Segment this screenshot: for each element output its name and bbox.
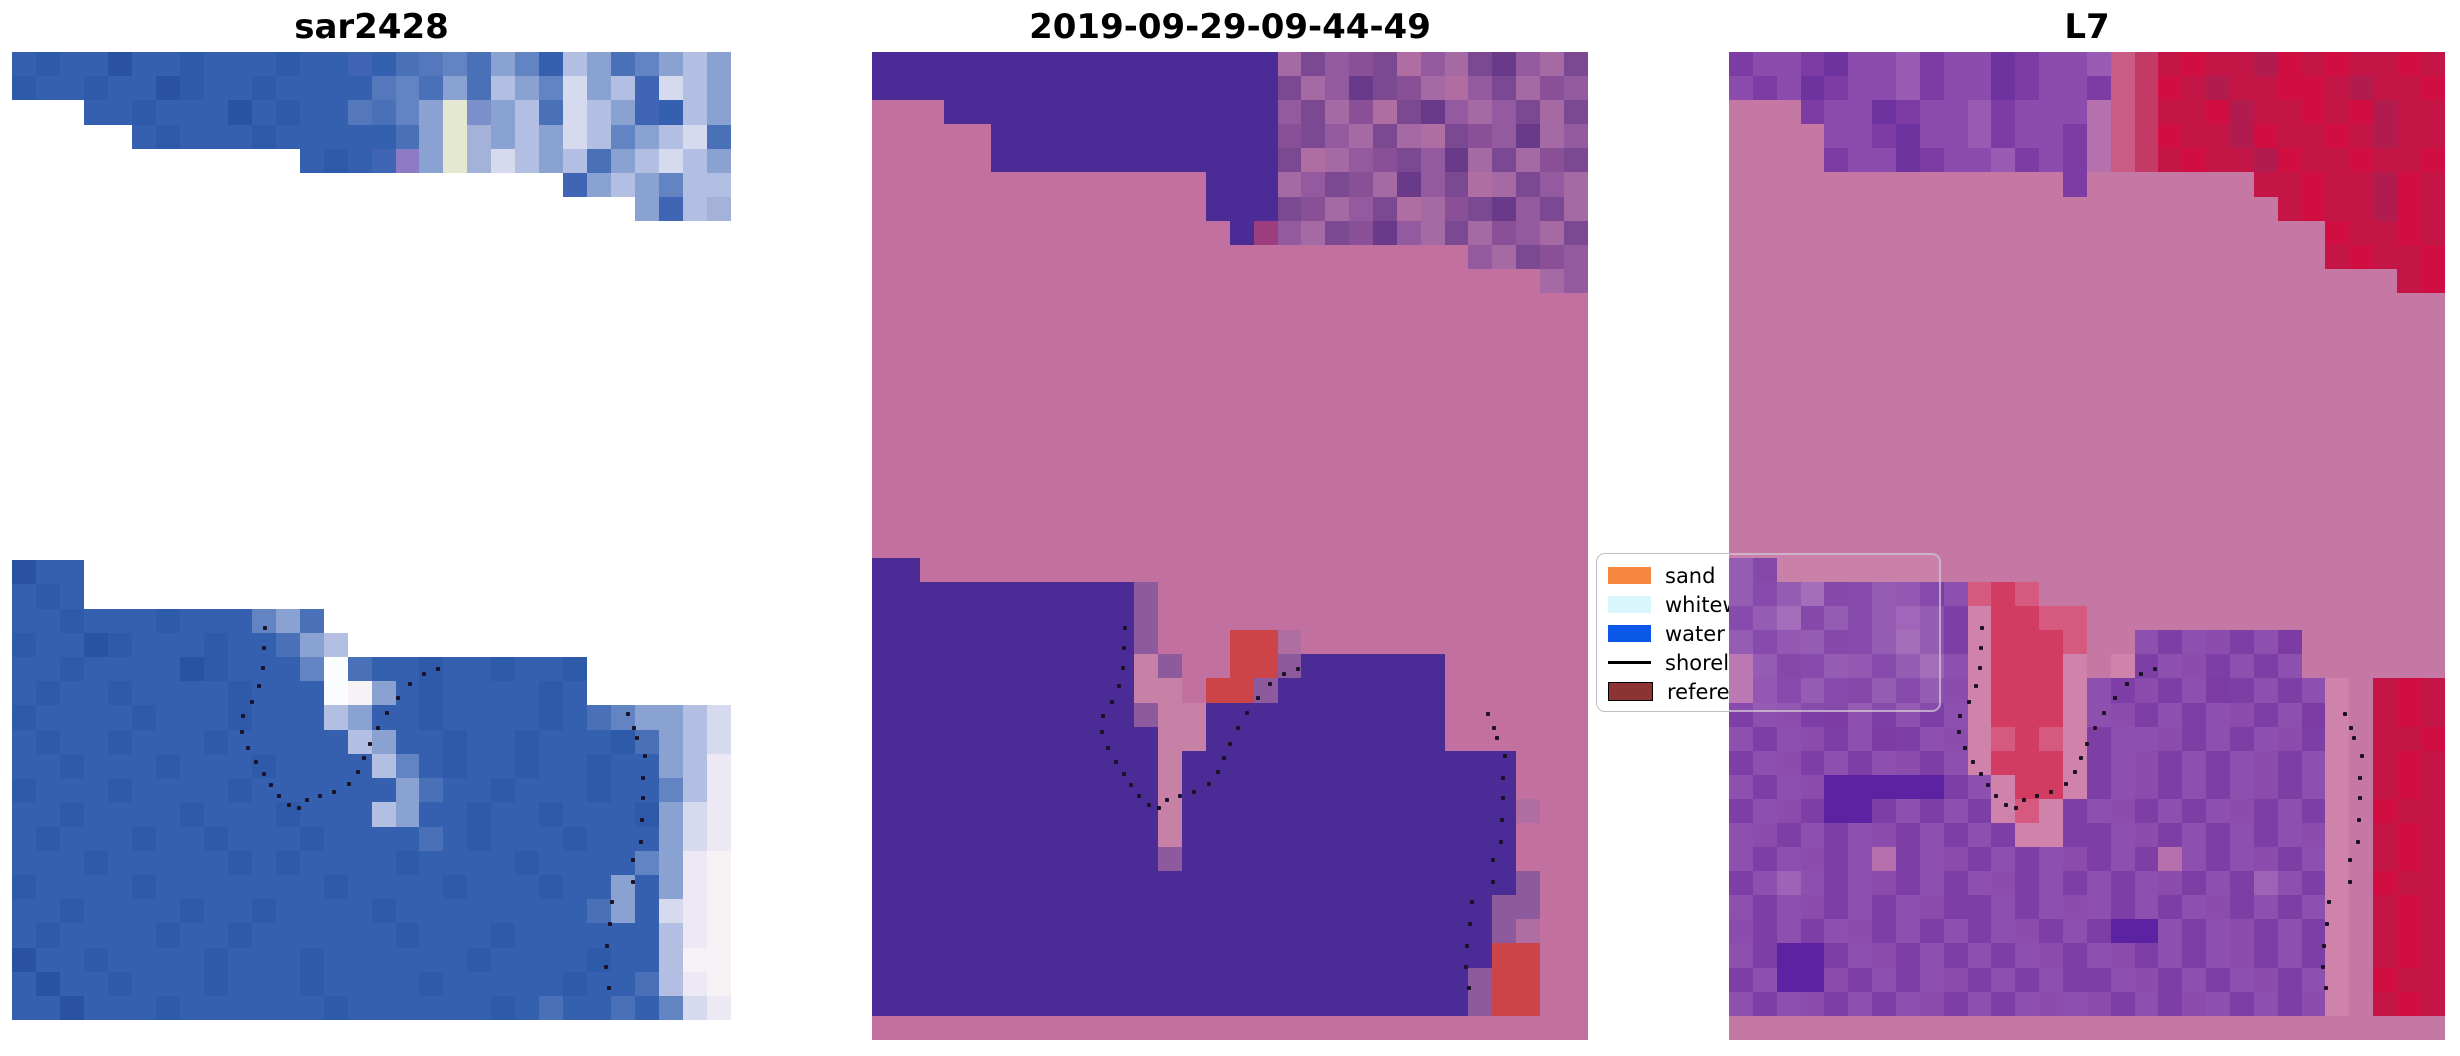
panel-sar2428-image (12, 52, 732, 1021)
pixel-grid (872, 52, 1588, 1040)
panel-title-date: 2019-09-29-09-44-49 (1029, 7, 1431, 47)
legend-line-swatch (1608, 661, 1651, 664)
legend-label: sand (1665, 563, 1716, 588)
panel-title-l7: L7 (2064, 7, 2110, 47)
pixel-grid (1729, 52, 2445, 1040)
pixel-grid (12, 52, 732, 1021)
panel-l7-image (1729, 52, 2445, 1040)
panel-classified-image (872, 52, 1588, 1040)
panel-title-sar2428: sar2428 (294, 7, 449, 47)
legend-color-swatch (1608, 567, 1651, 584)
legend-color-swatch (1608, 625, 1651, 642)
legend-color-swatch (1608, 596, 1651, 613)
legend-label: water (1665, 621, 1725, 646)
legend-item-water: water (1608, 619, 1940, 648)
legend-item-sand: sand (1608, 561, 1940, 590)
legend-color-swatch (1608, 682, 1653, 701)
